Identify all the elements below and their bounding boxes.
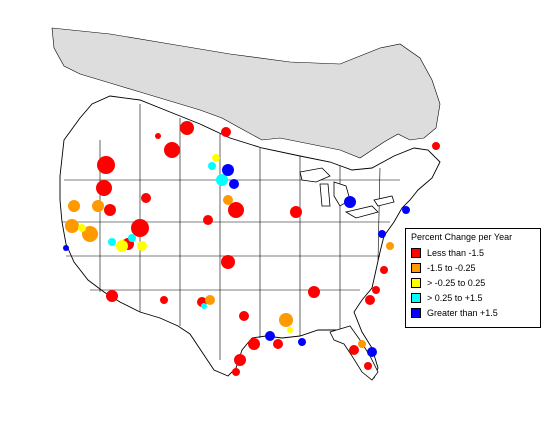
legend-swatch-red bbox=[411, 247, 421, 258]
trend-hotspots bbox=[63, 121, 440, 376]
legend-label: Greater than +1.5 bbox=[427, 307, 498, 318]
legend-swatch-yellow bbox=[411, 277, 421, 288]
hotspots-neg-0-25-to-0-25 bbox=[78, 154, 293, 333]
canada-inner-region bbox=[70, 80, 415, 172]
legend-item-0-25-to-1-5: > 0.25 to +1.5 bbox=[411, 290, 535, 305]
legend-swatch-orange bbox=[411, 262, 421, 273]
legend-swatch-cyan bbox=[411, 292, 421, 303]
hotspots-less-than-neg-1-5 bbox=[96, 121, 440, 376]
legend-label: > 0.25 to +1.5 bbox=[427, 292, 483, 303]
legend-label: > -0.25 to 0.25 bbox=[427, 277, 486, 288]
great-lakes bbox=[299, 167, 395, 219]
legend-label: Less than -1.5 bbox=[427, 247, 485, 258]
hotspots-greater-than-1-5 bbox=[63, 164, 410, 357]
legend-swatch-blue bbox=[411, 307, 421, 318]
legend-item-less-than-neg-1-5: Less than -1.5 bbox=[411, 245, 535, 260]
legend-label: -1.5 to -0.25 bbox=[427, 262, 476, 273]
legend-item-neg-0-25-to-0-25: > -0.25 to 0.25 bbox=[411, 275, 535, 290]
northern-no-data-region bbox=[51, 27, 441, 159]
hotspots-neg-1-5-to-neg-0-25 bbox=[65, 195, 394, 348]
legend-item-neg-1-5-to-neg-0-25: -1.5 to -0.25 bbox=[411, 260, 535, 275]
legend-item-greater-than-1-5: Greater than +1.5 bbox=[411, 305, 535, 320]
legend-title: Percent Change per Year bbox=[411, 232, 513, 242]
hotspots-0-25-to-1-5 bbox=[108, 162, 228, 309]
legend: Percent Change per Year Less than -1.5 -… bbox=[405, 228, 541, 328]
